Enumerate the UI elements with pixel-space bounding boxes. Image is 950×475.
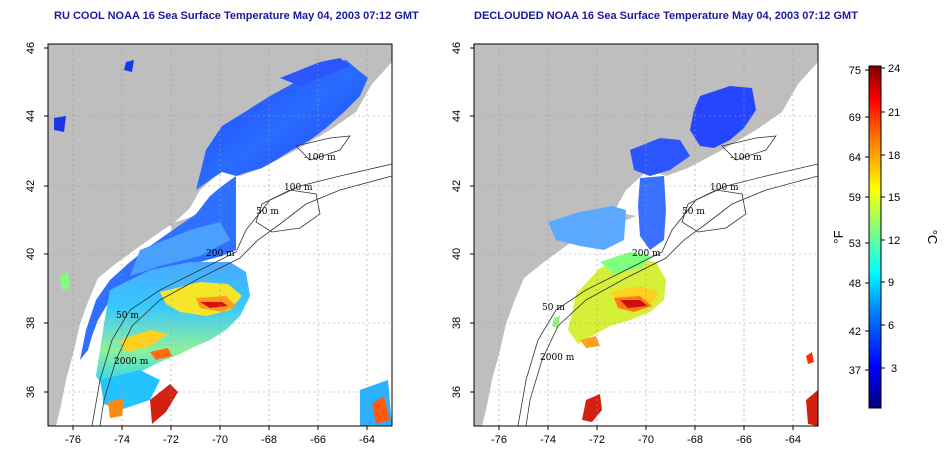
colorbar-f-tick: 64 <box>849 152 861 164</box>
left-sst-patch <box>130 222 230 276</box>
right-lon-tick: -68 <box>687 434 703 446</box>
left-map: -100 m 100 m 50 m 200 m 50 m 2000 m <box>47 43 393 427</box>
left-axis-ticks <box>44 47 368 430</box>
right-lon-tick: -70 <box>638 434 654 446</box>
colorbar-c-tick: 9 <box>888 277 894 289</box>
right-sst-north <box>690 86 756 148</box>
right-land <box>474 44 818 426</box>
colorbar: 75 69 64 59 53 48 42 37 24 21 18 15 12 9… <box>831 63 940 409</box>
left-isobaths <box>91 135 392 426</box>
left-sst-patch <box>150 348 172 360</box>
left-lat-tick: 44 <box>25 110 37 122</box>
left-lon-tick: -64 <box>359 434 375 446</box>
right-map: -100 m 100 m 50 m 200 m 50 m 2000 m <box>473 43 819 427</box>
left-sst-patch <box>108 398 124 418</box>
colorbar-c-tick: 24 <box>888 63 900 75</box>
left-sst-patch <box>120 330 168 352</box>
right-isobath-label: -100 m <box>730 153 762 163</box>
right-lat-tick: 38 <box>451 317 463 329</box>
left-isobath-label: 200 m <box>206 249 235 259</box>
colorbar-f-tick: 37 <box>849 365 861 377</box>
left-sst-patch <box>280 58 350 86</box>
colorbar-gradient <box>868 65 882 409</box>
colorbar-f-tick: 53 <box>849 238 861 250</box>
right-isobath-label: 200 m <box>632 249 661 259</box>
colorbar-c-tick: 18 <box>888 150 900 162</box>
left-sst-north <box>196 60 368 190</box>
left-lon-tick: -72 <box>163 434 179 446</box>
right-sst-patch <box>580 336 600 348</box>
left-lat-tick: 38 <box>25 317 37 329</box>
right-lon-tick: -66 <box>736 434 752 446</box>
left-sst-patch <box>200 302 228 308</box>
colorbar-f-tick: 59 <box>849 192 861 204</box>
colorbar-c-tick: 15 <box>888 192 900 204</box>
colorbar-f-tick: 42 <box>849 326 861 338</box>
left-lat-tick: 36 <box>25 386 37 398</box>
colorbar-f-tick: 69 <box>849 112 861 124</box>
left-lon-tick: -68 <box>261 434 277 446</box>
left-sst-patch <box>54 116 66 132</box>
right-map-title: DECLOUDED NOAA 16 Sea Surface Temperatur… <box>474 10 858 22</box>
right-sst-patch <box>638 176 666 250</box>
right-lat-tick: 40 <box>451 248 463 260</box>
right-lat-tick: 44 <box>451 110 463 122</box>
left-isobath-label: 2000 m <box>114 357 149 367</box>
right-lon-labels: -76 -74 -72 -70 -68 -66 -64 <box>491 434 801 446</box>
left-isobath-label: 50 m <box>256 207 279 217</box>
right-lon-tick: -72 <box>589 434 605 446</box>
right-isobath-label: 50 m <box>542 303 565 313</box>
left-lon-tick: -70 <box>212 434 228 446</box>
right-isobaths <box>517 135 818 426</box>
left-grid <box>48 44 392 426</box>
colorbar-ticks <box>865 67 885 371</box>
colorbar-c-tick: 12 <box>888 235 900 247</box>
right-sst-patch <box>552 316 560 328</box>
left-lat-tick: 46 <box>25 42 37 54</box>
left-sst-patch <box>60 272 70 290</box>
colorbar-c-tick: 21 <box>888 107 900 119</box>
left-lon-tick: -76 <box>65 434 81 446</box>
right-lat-labels: 36 38 40 42 44 46 <box>451 42 463 398</box>
left-lat-tick: 42 <box>25 180 37 192</box>
right-lon-tick: -64 <box>785 434 801 446</box>
right-lat-tick: 36 <box>451 386 463 398</box>
right-sst-patch <box>630 138 690 176</box>
right-lat-tick: 46 <box>451 42 463 54</box>
right-lon-tick: -74 <box>540 434 556 446</box>
right-sst-patch <box>620 300 648 308</box>
right-grid <box>474 44 818 426</box>
left-isobath-label: 50 m <box>116 311 139 321</box>
colorbar-celsius-label: °C <box>925 230 940 245</box>
left-sst-patch <box>100 370 160 410</box>
left-lat-tick: 40 <box>25 248 37 260</box>
colorbar-f-tick: 75 <box>849 65 861 77</box>
left-sst-shelf <box>80 176 236 360</box>
left-map-title: RU COOL NOAA 16 Sea Surface Temperature … <box>54 10 419 22</box>
left-isobath-label: -100 m <box>304 153 336 163</box>
colorbar-c-tick: 6 <box>888 320 894 332</box>
right-isobath-label: 50 m <box>682 207 705 217</box>
right-sst-patch <box>806 390 818 426</box>
colorbar-c-tick: 3 <box>891 363 897 375</box>
left-sst-patch <box>372 396 390 424</box>
right-sst-patch <box>806 352 814 364</box>
right-lat-tick: 42 <box>451 180 463 192</box>
colorbar-f-tick: 48 <box>849 278 861 290</box>
left-isobath-label: 100 m <box>284 183 313 193</box>
left-lon-tick: -74 <box>114 434 130 446</box>
right-lon-tick: -76 <box>491 434 507 446</box>
left-lat-labels: 36 38 40 42 44 46 <box>25 42 37 398</box>
right-isobath-label: 2000 m <box>540 353 575 363</box>
right-sst-patch <box>548 206 626 250</box>
right-sst-patch <box>600 252 652 274</box>
left-lon-tick: -66 <box>310 434 326 446</box>
right-axis-ticks <box>470 47 794 430</box>
left-sst-patch <box>124 60 134 72</box>
colorbar-fahrenheit-label: °F <box>831 230 846 243</box>
right-isobath-label: 100 m <box>710 183 739 193</box>
left-lon-labels: -76 -74 -72 -70 -68 -66 -64 <box>65 434 375 446</box>
